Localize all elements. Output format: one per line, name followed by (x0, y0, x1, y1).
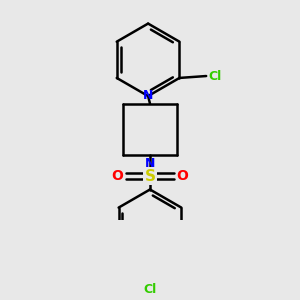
Text: Cl: Cl (143, 283, 157, 296)
Text: Cl: Cl (208, 70, 221, 83)
Text: N: N (145, 157, 155, 170)
Text: S: S (145, 169, 155, 184)
Text: O: O (177, 169, 189, 183)
Text: O: O (111, 169, 123, 183)
Text: N: N (143, 89, 153, 102)
